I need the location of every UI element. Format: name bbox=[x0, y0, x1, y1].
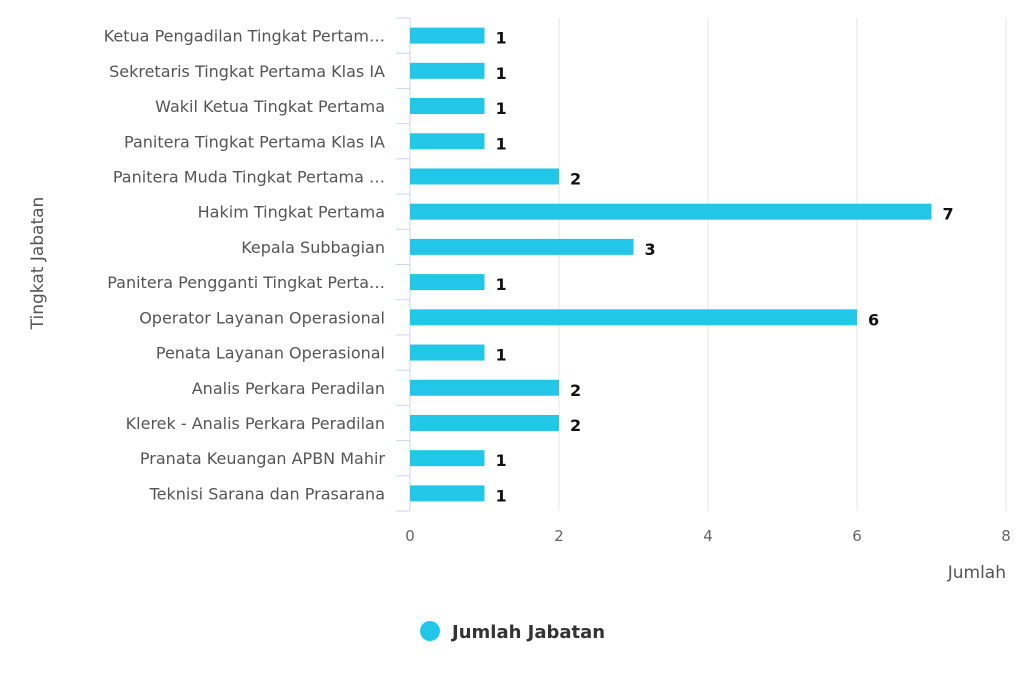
y-axis-title: Tingkat Jabatan bbox=[28, 197, 48, 331]
data-label: 1 bbox=[496, 451, 507, 470]
category-label: Panitera Muda Tingkat Pertama … bbox=[113, 167, 385, 186]
x-axis-title: Jumlah bbox=[947, 563, 1006, 583]
gridlines bbox=[558, 18, 1007, 511]
x-tick-labels: 0 2 4 6 8 bbox=[405, 527, 1011, 545]
data-label: 1 bbox=[496, 99, 507, 118]
data-label: 2 bbox=[570, 381, 581, 400]
legend[interactable]: Jumlah Jabatan bbox=[420, 621, 605, 643]
category-label: Teknisi Sarana dan Prasarana bbox=[149, 484, 385, 503]
data-label: 6 bbox=[868, 310, 879, 329]
data-labels: 1 1 1 1 2 7 3 1 6 1 2 2 1 1 bbox=[496, 29, 954, 506]
category-label: Sekretaris Tingkat Pertama Klas IA bbox=[109, 62, 385, 81]
category-label: Pranata Keuangan APBN Mahir bbox=[140, 449, 385, 468]
category-label: Penata Layanan Operasional bbox=[156, 344, 385, 363]
bar[interactable] bbox=[410, 203, 932, 220]
data-label: 1 bbox=[496, 486, 507, 505]
x-tick-label: 6 bbox=[852, 527, 862, 545]
x-tick-label: 2 bbox=[554, 527, 564, 545]
category-label: Klerek - Analis Perkara Peradilan bbox=[126, 414, 385, 433]
x-tick-label: 0 bbox=[405, 527, 415, 545]
bar[interactable] bbox=[410, 309, 857, 326]
category-label: Panitera Pengganti Tingkat Perta… bbox=[107, 273, 385, 292]
data-label: 1 bbox=[496, 346, 507, 365]
x-tick-label: 4 bbox=[703, 527, 713, 545]
bar[interactable] bbox=[410, 27, 485, 44]
category-label: Analis Perkara Peradilan bbox=[192, 379, 385, 398]
x-tick-label: 8 bbox=[1001, 527, 1011, 545]
bar[interactable] bbox=[410, 414, 559, 431]
category-label: Hakim Tingkat Pertama bbox=[198, 203, 385, 222]
data-label: 1 bbox=[496, 134, 507, 153]
bar[interactable] bbox=[410, 238, 634, 255]
category-label: Wakil Ketua Tingkat Pertama bbox=[155, 97, 385, 116]
bar[interactable] bbox=[410, 450, 485, 467]
data-label: 1 bbox=[496, 29, 507, 48]
data-label: 2 bbox=[570, 416, 581, 435]
category-labels: Ketua Pengadilan Tingkat Pertam… Sekretar… bbox=[104, 27, 386, 504]
category-label: Operator Layanan Operasional bbox=[139, 308, 385, 327]
data-label: 1 bbox=[496, 64, 507, 83]
bar[interactable] bbox=[410, 62, 485, 79]
bar[interactable] bbox=[410, 485, 485, 502]
y-axis bbox=[396, 17, 411, 512]
bar[interactable] bbox=[410, 344, 485, 361]
bar[interactable] bbox=[410, 98, 485, 115]
legend-marker bbox=[420, 621, 440, 641]
category-label: Kepala Subbagian bbox=[241, 238, 385, 257]
data-label: 7 bbox=[943, 205, 954, 224]
bar[interactable] bbox=[410, 379, 559, 396]
bar[interactable] bbox=[410, 133, 485, 150]
data-label: 2 bbox=[570, 169, 581, 188]
bars bbox=[410, 27, 932, 502]
legend-label: Jumlah Jabatan bbox=[450, 622, 605, 643]
category-label: Ketua Pengadilan Tingkat Pertam… bbox=[104, 27, 385, 46]
bar[interactable] bbox=[410, 168, 559, 185]
category-label: Panitera Tingkat Pertama Klas IA bbox=[124, 132, 385, 151]
data-label: 1 bbox=[496, 275, 507, 294]
data-label: 3 bbox=[645, 240, 656, 259]
bar[interactable] bbox=[410, 274, 485, 291]
